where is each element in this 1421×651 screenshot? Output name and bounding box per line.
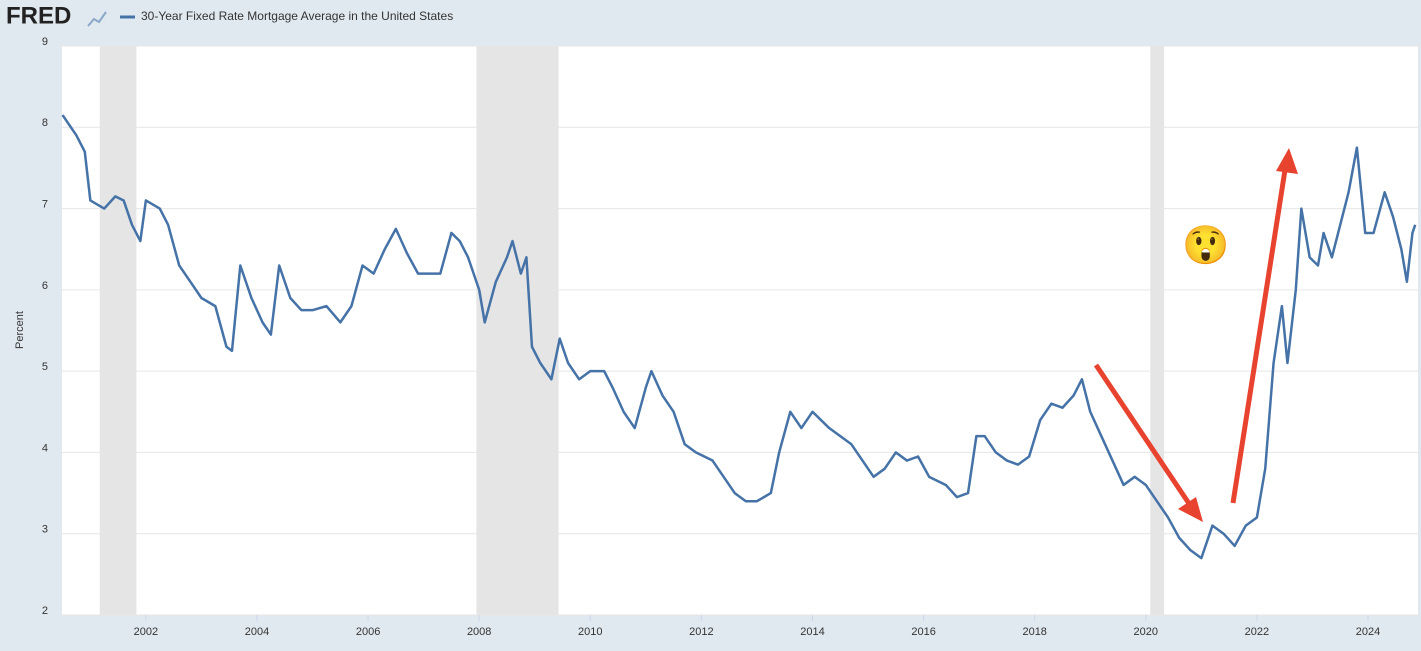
x-tick-label: 2012 [689,626,713,638]
arrow-head [1276,148,1298,174]
arrow-up [1230,169,1288,504]
y-tick-label: 4 [42,442,48,454]
arrow-down [1093,363,1193,507]
y-tick-label: 6 [42,280,48,292]
recessions [99,46,1165,615]
y-tick-label: 2 [42,605,48,617]
x-tick-label: 2004 [245,626,269,638]
y-tick-label: 8 [42,117,48,129]
y-tick-label: 5 [42,361,48,373]
grid [62,45,1418,621]
arrows [1093,148,1298,522]
logo-icon [87,11,107,27]
x-tick-label: 2020 [1134,626,1158,638]
x-tick-label: 2002 [134,626,158,638]
emoji: 😲 [1182,224,1229,267]
plot-area [62,46,1418,615]
y-tick-label: 3 [42,524,48,536]
x-tick-label: 2008 [467,626,491,638]
series [61,114,1417,560]
logo: FRED [6,2,71,29]
x-tick-label: 2006 [356,626,380,638]
x-tick-label: 2010 [578,626,602,638]
recession-band [476,46,559,615]
recession-band [99,46,137,615]
x-tick-label: 2024 [1356,626,1380,638]
y-tick-label: 7 [42,198,48,210]
arrow-head [1178,497,1203,522]
y-axis-label: Percent [14,311,26,349]
recession-band [1150,46,1165,615]
x-tick-label: 2022 [1245,626,1269,638]
series-line [61,114,1417,560]
y-tick-label: 9 [42,36,48,48]
x-tick-label: 2014 [800,626,824,638]
x-tick-label: 2018 [1022,626,1046,638]
legend-label: 30-Year Fixed Rate Mortgage Average in t… [141,9,453,23]
x-tick-label: 2016 [911,626,935,638]
